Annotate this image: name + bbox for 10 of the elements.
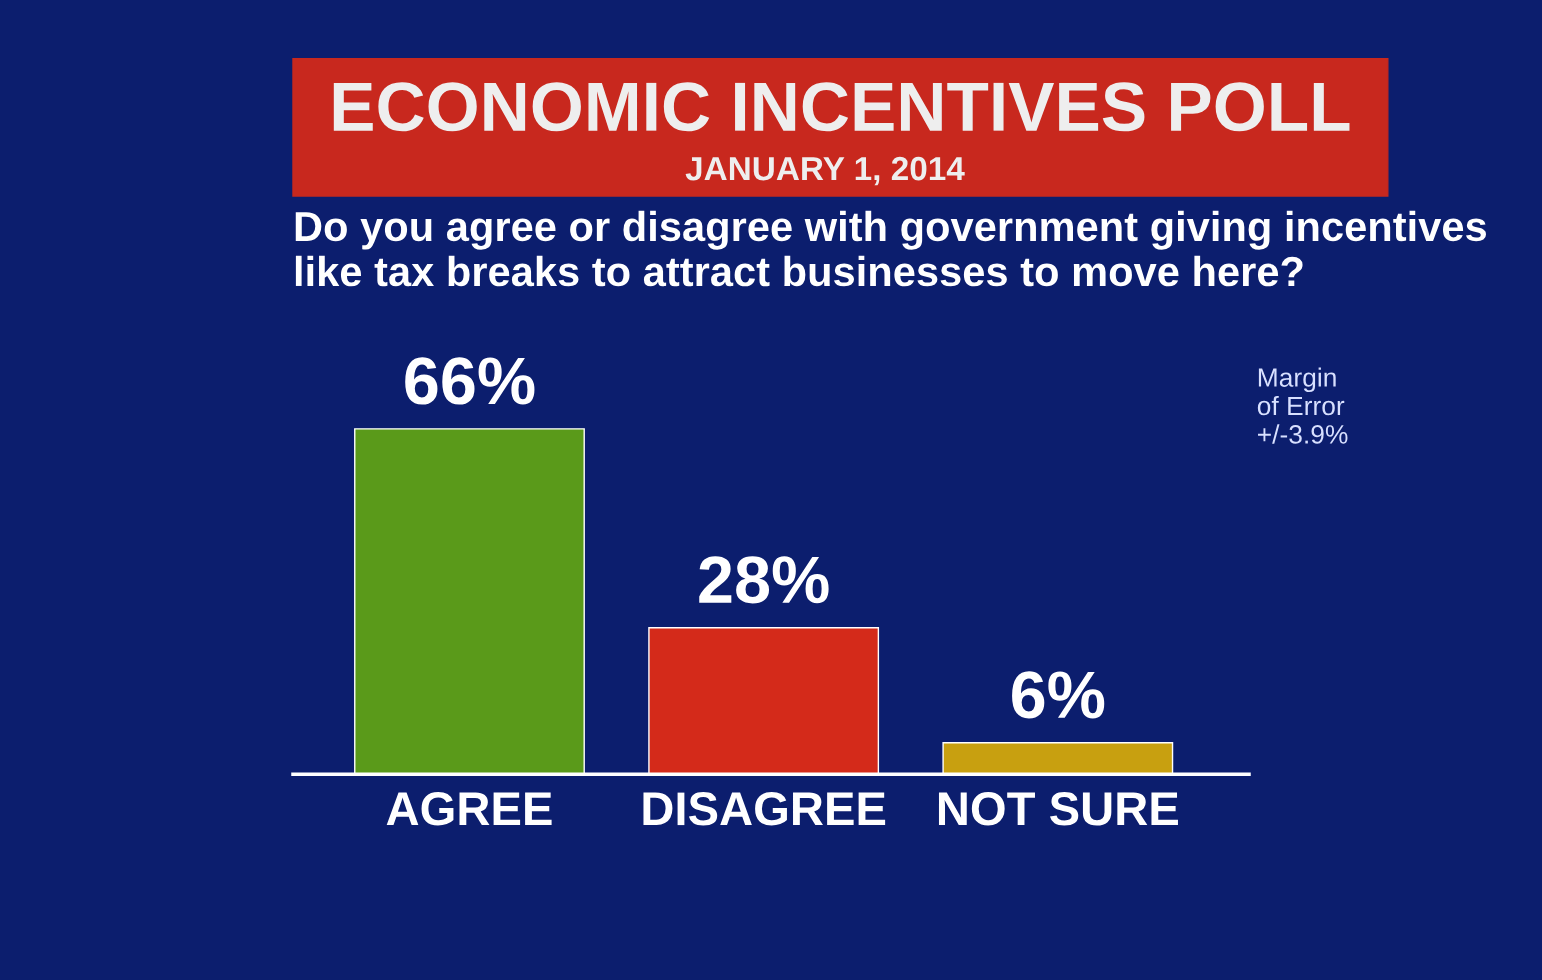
data-label: 6% (1012, 671, 1105, 719)
chart-title: ECONOMIC INCENTIVES POLL (333, 82, 1350, 132)
x-tick-label: AGREE (386, 792, 552, 826)
text: Margin of Error +/-3.9% (1257, 367, 1348, 444)
data-label: 28% (699, 556, 829, 604)
chart-subtitle: JANUARY 1, 2014 (685, 156, 965, 186)
x-tick-label: NOT SURE (938, 792, 1178, 826)
data-label: 66% (405, 357, 535, 405)
x-tick-label: DISAGREE (643, 792, 886, 826)
text: Do you agree or disagree with government giving incentives like tax breaks to attract businesses to move here? (295, 210, 1486, 287)
